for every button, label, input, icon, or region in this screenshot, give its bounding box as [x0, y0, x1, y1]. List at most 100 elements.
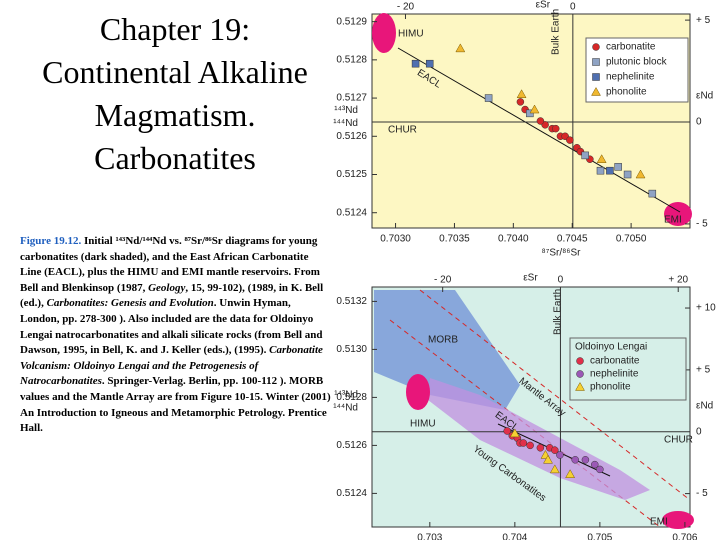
caption-part: Initial ¹⁴³Nd/¹⁴⁴Nd vs. ⁸⁷Sr/⁸⁶Sr diagra…	[20, 235, 320, 294]
y-axis-label: ¹⁴⁴Nd	[333, 403, 358, 414]
x2-tick-label: - 20	[434, 275, 452, 286]
legend-marker	[592, 73, 600, 81]
point	[503, 427, 511, 435]
y2-tick-label: 0	[696, 426, 702, 437]
point	[565, 469, 576, 478]
y2-axis-label: εNd	[696, 400, 713, 411]
y2-tick-label: - 5	[696, 219, 708, 230]
x-tick-label: 0.703	[417, 533, 442, 540]
legend	[585, 37, 689, 103]
point	[536, 444, 545, 452]
title-line: Chapter 19:	[99, 11, 251, 47]
y-tick-label: 0.5124	[336, 488, 367, 499]
y-tick-label: 0.5132	[336, 296, 367, 307]
title-line: Magmatism.	[94, 97, 256, 133]
legend-marker	[591, 86, 601, 96]
x-tick-label: 0.7035	[439, 234, 470, 245]
point	[529, 104, 540, 114]
point	[551, 446, 559, 454]
himu-field	[406, 374, 430, 410]
x2-tick-label: - 20	[397, 2, 415, 13]
y2-tick-label: 0	[696, 117, 702, 128]
y2-tick-label: - 5	[696, 488, 708, 499]
annotation: EMI	[650, 517, 668, 528]
x-tick-label: 0.705	[587, 533, 612, 540]
point	[591, 460, 599, 469]
annotation: CHUR	[664, 435, 693, 446]
point	[549, 464, 560, 474]
point	[526, 441, 534, 450]
caption-part: Carbonatite Volcanism: Oldoinyo Lengai a…	[20, 344, 323, 388]
annotation: HIMU	[398, 29, 424, 40]
slide-title: Chapter 19: Continental Alkaline Magmati…	[10, 8, 340, 180]
annotation: EMI	[664, 215, 682, 226]
x-tick-label: 0.7040	[498, 234, 529, 245]
y2-tick-label: + 5	[696, 365, 711, 376]
y-tick-label: 0.5128	[336, 392, 367, 403]
legend-label: nephelinite	[590, 369, 639, 380]
point	[516, 98, 525, 106]
annotation: Bulk Earth	[553, 289, 564, 335]
y-axis-label: ¹⁴³Nd	[334, 390, 358, 401]
chart-1: 0.5124 0.5125 0.5126 0.5127 0.5128 0.5129 0.70…	[333, 0, 713, 259]
legend-label: plutonic block	[606, 57, 668, 68]
legend-marker	[592, 58, 600, 66]
y-axis-label: ¹⁴⁴Nd	[333, 118, 358, 129]
x2-tick-label: 0	[570, 2, 576, 13]
y2-tick-label: + 10	[696, 303, 716, 314]
point	[455, 43, 466, 53]
point	[635, 169, 646, 179]
legend-label: nephelinite	[606, 72, 655, 83]
annotation: Bulk Earth	[551, 9, 562, 55]
y2-tick-label: + 5	[696, 15, 711, 26]
caption: Figure 19.12. Initial ¹⁴³Nd/¹⁴⁴Nd vs. ⁸⁷…	[20, 234, 332, 437]
y2-axis-label: εNd	[696, 91, 713, 102]
legend-label: phonolite	[590, 382, 631, 393]
point	[596, 166, 605, 175]
point	[509, 428, 520, 438]
x-tick-label: 0.7045	[557, 234, 588, 245]
x-tick-label: 0.704	[502, 533, 527, 540]
point	[623, 170, 632, 179]
caption-part: Figure 19.12.	[20, 235, 82, 247]
x2-axis-label: εSr	[536, 0, 551, 11]
point	[519, 439, 528, 447]
x-axis-label: ⁸⁷Sr/⁸⁶Sr	[542, 248, 582, 259]
y-tick-label: 0.5125	[336, 169, 367, 180]
point	[581, 456, 590, 464]
point	[566, 136, 574, 144]
legend	[569, 337, 687, 401]
point	[526, 109, 534, 118]
y-tick-label: 0.5127	[336, 93, 367, 104]
y-tick-label: 0.5124	[336, 207, 367, 218]
title-line: Carbonatites	[94, 140, 256, 176]
legend-marker	[592, 43, 600, 51]
point	[614, 163, 622, 171]
caption-part: . Unwin Hyman, London, pp. 278-300 ). Al…	[20, 297, 323, 357]
x-tick-label: 0.7030	[380, 234, 411, 245]
y-tick-label: 0.5126	[336, 131, 367, 142]
x-tick-label: 0.706	[672, 533, 697, 540]
point	[536, 117, 545, 125]
point	[411, 59, 420, 68]
caption-part: , 15, 99-102), (1989, in K. Bell (ed.),	[20, 281, 324, 310]
x2-tick-label: 0	[558, 275, 564, 286]
point	[606, 166, 614, 175]
annotation: HIMU	[410, 419, 436, 430]
caption-part: Geology	[148, 281, 186, 294]
emi-field	[662, 511, 694, 529]
point	[543, 454, 553, 464]
eacl-line	[397, 47, 681, 213]
y-tick-label: 0.5129	[336, 16, 367, 27]
caption-part: Carbonatites: Genesis and Evolution	[46, 297, 214, 310]
point	[596, 465, 604, 474]
point	[551, 124, 560, 133]
legend-label: carbonatite	[590, 356, 640, 367]
point	[425, 59, 434, 68]
y-tick-label: 0.5126	[336, 440, 367, 451]
y-tick-label: 0.5130	[336, 344, 367, 355]
emi-field	[664, 202, 692, 226]
mantle-array-edge	[419, 289, 691, 501]
legend-label: carbonatite	[606, 42, 656, 53]
